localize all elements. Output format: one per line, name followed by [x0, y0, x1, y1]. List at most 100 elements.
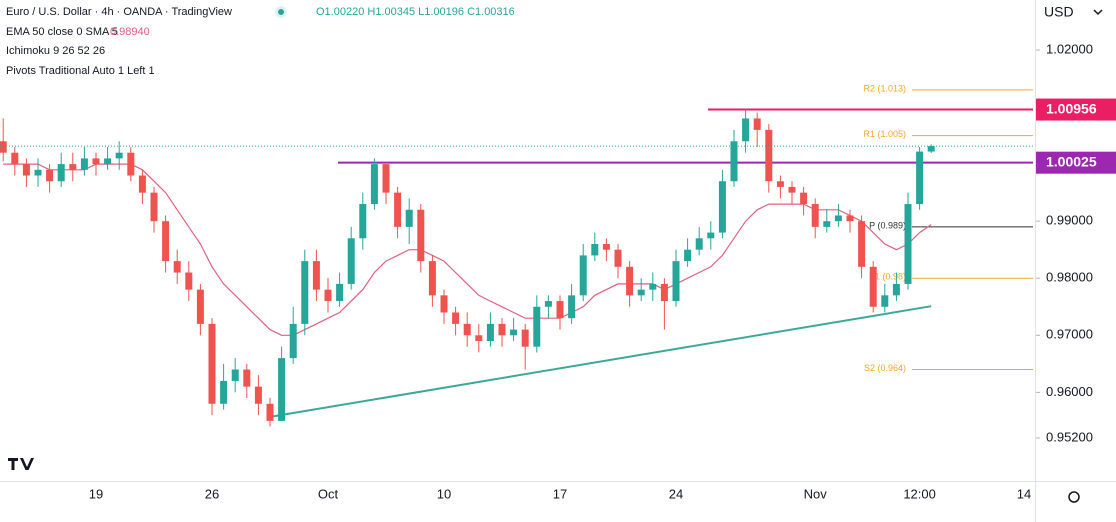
- candle-body: [347, 238, 355, 284]
- currency-arrow[interactable]: [1093, 9, 1103, 16]
- candle-body: [591, 243, 599, 256]
- x-tick-label: 12:00: [903, 486, 936, 501]
- pivot-label: S2 (0.964): [864, 363, 906, 373]
- candle-body: [57, 164, 65, 182]
- candle-body: [278, 358, 286, 421]
- candle-body: [556, 301, 564, 319]
- y-tick-label: 0.96000: [1046, 384, 1093, 399]
- indicator-label: Pivots Traditional Auto 1 Left 1: [6, 65, 155, 77]
- level-label: 1.00025: [1046, 153, 1097, 169]
- x-tick-label: Nov: [804, 486, 828, 501]
- pivot-label: R1 (1.005): [863, 129, 906, 139]
- settings-icon[interactable]: [1068, 491, 1080, 503]
- candle-body: [405, 209, 413, 227]
- candle-body: [521, 329, 529, 347]
- x-tick-label: 17: [553, 486, 567, 501]
- candle-body: [127, 152, 135, 176]
- candle-body: [568, 295, 576, 319]
- candle-body: [510, 329, 518, 336]
- candle-body: [69, 164, 77, 170]
- indicator-label: EMA 50 close 0 SMA 5: [6, 26, 118, 38]
- pivot-label: P (0.989): [869, 220, 906, 230]
- candle-body: [486, 323, 494, 341]
- candle-body: [498, 323, 506, 336]
- candle-body: [34, 169, 42, 176]
- x-tick-label: 14: [1017, 486, 1031, 501]
- y-tick-label: 0.97000: [1046, 327, 1093, 342]
- level-label: 1.00956: [1046, 100, 1097, 116]
- candle-body: [370, 164, 378, 205]
- logo: [8, 458, 34, 470]
- candle-body: [544, 301, 552, 307]
- ohlc: O1.00220 H1.00345 L1.00196 C1.00316: [316, 6, 515, 18]
- candle-body: [916, 151, 924, 205]
- x-tick-label: 19: [89, 486, 103, 501]
- candle-body: [788, 186, 796, 193]
- candle-body: [394, 192, 402, 227]
- candle-body: [162, 221, 170, 262]
- candle-body: [138, 175, 146, 193]
- candle-body: [22, 164, 30, 176]
- candle-body: [475, 335, 483, 341]
- candle-body: [463, 323, 471, 336]
- candle-body: [823, 221, 831, 227]
- candle-body: [695, 238, 703, 250]
- candle-body: [776, 181, 784, 187]
- candle-body: [637, 289, 645, 296]
- pivot-label: R2 (1.013): [863, 83, 906, 93]
- candle-body: [173, 261, 181, 273]
- candle-body: [266, 403, 274, 421]
- candle-body: [359, 204, 367, 239]
- ema-line: [3, 163, 932, 336]
- level-badge: [1036, 98, 1116, 121]
- candle-body: [196, 289, 204, 324]
- candle-body: [834, 215, 842, 222]
- candle-body: [846, 215, 854, 222]
- candle-body: [115, 152, 123, 159]
- candle-body: [927, 146, 935, 152]
- candle-body: [336, 283, 344, 302]
- candle-body: [602, 243, 610, 250]
- candle-body: [730, 141, 738, 182]
- trend-line: [269, 305, 932, 418]
- candle-body: [289, 323, 297, 359]
- candle-body: [660, 283, 668, 302]
- candle-body: [452, 312, 460, 324]
- candle-body: [324, 289, 332, 302]
- candle-body: [185, 272, 193, 290]
- candle-body: [718, 181, 726, 233]
- candle-body: [231, 369, 239, 381]
- candle-body: [800, 192, 808, 205]
- candle-body: [104, 158, 112, 165]
- status-dot: [278, 9, 284, 15]
- indicator-label: Ichimoku 9 26 52 26: [6, 45, 105, 57]
- candle-body: [254, 386, 262, 404]
- candle-body: [742, 118, 750, 142]
- candle-body: [811, 204, 819, 227]
- y-tick-label: 1.02000: [1046, 41, 1093, 56]
- candle-body: [753, 118, 761, 130]
- currency[interactable]: USD: [1044, 4, 1074, 20]
- candle-body: [579, 255, 587, 296]
- candle-body: [11, 152, 19, 165]
- candle-body: [150, 192, 158, 222]
- candle-body: [672, 261, 680, 302]
- candle-body: [80, 158, 88, 170]
- candle-body: [92, 158, 100, 165]
- y-tick-label: 0.98000: [1046, 270, 1093, 285]
- candle-body: [904, 204, 912, 284]
- y-tick-label: 0.99000: [1046, 213, 1093, 228]
- candle-body: [765, 129, 773, 182]
- x-tick-label: 26: [205, 486, 219, 501]
- candle-body: [684, 249, 692, 262]
- candle-body: [440, 295, 448, 313]
- x-tick-label: 24: [669, 486, 683, 501]
- candle-body: [869, 266, 877, 307]
- candle-body: [301, 261, 309, 324]
- candle-body: [382, 164, 390, 193]
- candle-body: [0, 141, 7, 153]
- candle-body: [881, 295, 889, 307]
- x-tick-label: Oct: [318, 486, 339, 501]
